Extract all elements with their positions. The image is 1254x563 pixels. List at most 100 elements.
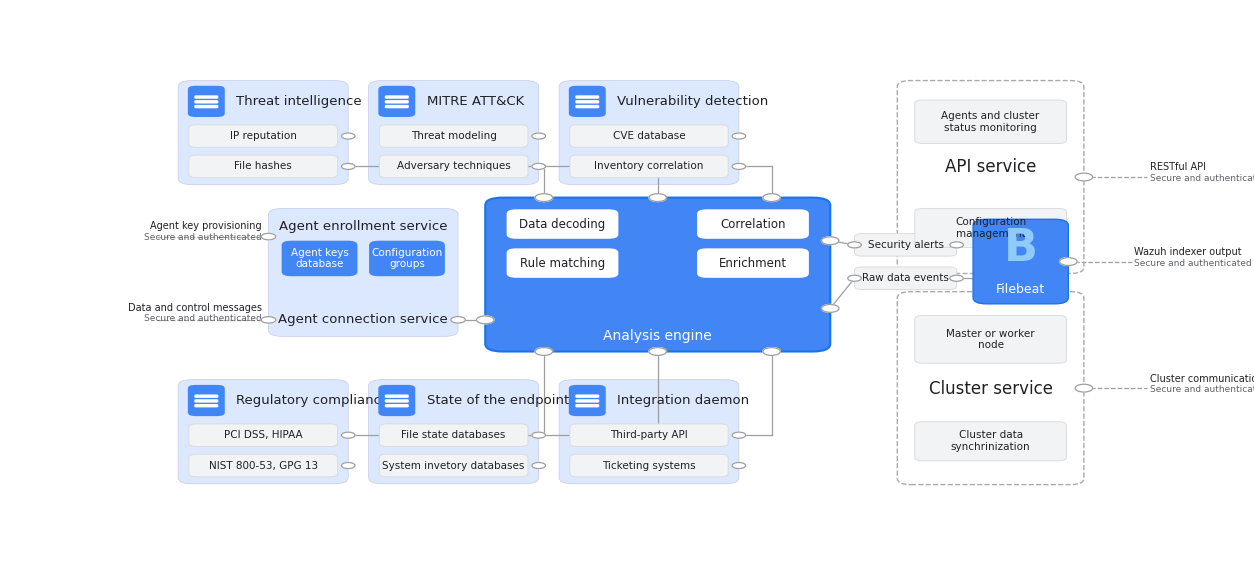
FancyBboxPatch shape <box>915 208 1066 248</box>
FancyBboxPatch shape <box>194 399 218 403</box>
Circle shape <box>341 133 355 139</box>
Circle shape <box>1075 384 1092 392</box>
Text: Secure and authenticated: Secure and authenticated <box>144 234 262 243</box>
Text: Third-party API: Third-party API <box>611 430 688 440</box>
Circle shape <box>949 242 963 248</box>
FancyBboxPatch shape <box>189 155 337 178</box>
Text: CVE database: CVE database <box>613 131 685 141</box>
FancyBboxPatch shape <box>379 424 528 446</box>
Text: MITRE ATT&CK: MITRE ATT&CK <box>426 95 524 108</box>
Text: Cluster communication: Cluster communication <box>1150 374 1254 383</box>
FancyBboxPatch shape <box>576 95 599 99</box>
FancyBboxPatch shape <box>569 86 606 117</box>
FancyBboxPatch shape <box>194 95 218 99</box>
Circle shape <box>650 347 666 355</box>
Circle shape <box>477 316 494 324</box>
Text: Rule matching: Rule matching <box>520 257 606 270</box>
Text: PCI DSS, HIPAA: PCI DSS, HIPAA <box>224 430 302 440</box>
FancyBboxPatch shape <box>576 404 599 408</box>
Circle shape <box>650 194 666 202</box>
FancyBboxPatch shape <box>194 395 218 398</box>
FancyBboxPatch shape <box>973 219 1068 304</box>
FancyBboxPatch shape <box>915 100 1066 144</box>
Text: Correlation: Correlation <box>720 217 786 231</box>
Text: NIST 800-53, GPG 13: NIST 800-53, GPG 13 <box>208 461 317 471</box>
FancyBboxPatch shape <box>379 155 528 178</box>
Text: Inventory correlation: Inventory correlation <box>594 162 703 171</box>
Text: Secure and authenticated: Secure and authenticated <box>1135 259 1253 268</box>
Text: Secure and authenticated: Secure and authenticated <box>1150 175 1254 183</box>
FancyBboxPatch shape <box>194 404 218 408</box>
Circle shape <box>532 133 545 139</box>
Text: Enrichment: Enrichment <box>719 257 788 270</box>
Circle shape <box>762 347 780 355</box>
FancyBboxPatch shape <box>576 105 599 108</box>
FancyBboxPatch shape <box>854 267 957 289</box>
Text: Data and control messages: Data and control messages <box>128 303 262 312</box>
FancyBboxPatch shape <box>178 379 349 484</box>
Circle shape <box>732 462 746 468</box>
Text: System invetory databases: System invetory databases <box>382 461 525 471</box>
Circle shape <box>1060 258 1077 266</box>
FancyBboxPatch shape <box>189 125 337 148</box>
Circle shape <box>1075 173 1092 181</box>
Text: Security alerts: Security alerts <box>868 240 943 250</box>
FancyBboxPatch shape <box>569 155 729 178</box>
FancyBboxPatch shape <box>194 105 218 108</box>
FancyBboxPatch shape <box>559 379 739 484</box>
Text: Configuration
groups: Configuration groups <box>371 248 443 269</box>
Text: Threat intelligence: Threat intelligence <box>237 95 362 108</box>
Circle shape <box>535 194 553 202</box>
Text: Adversary techniques: Adversary techniques <box>396 162 510 171</box>
Circle shape <box>532 432 545 438</box>
Text: Secure and authenticated: Secure and authenticated <box>144 315 262 324</box>
Text: Secure and authenticated: Secure and authenticated <box>1150 386 1254 394</box>
Circle shape <box>341 462 355 468</box>
Text: State of the endpoint: State of the endpoint <box>426 394 569 407</box>
FancyBboxPatch shape <box>697 209 809 239</box>
FancyBboxPatch shape <box>379 454 528 477</box>
Text: IP reputation: IP reputation <box>229 131 297 141</box>
FancyBboxPatch shape <box>569 454 729 477</box>
FancyBboxPatch shape <box>379 86 415 117</box>
Text: Ticketing systems: Ticketing systems <box>602 461 696 471</box>
Text: Agent keys
database: Agent keys database <box>291 248 349 269</box>
Circle shape <box>848 242 861 248</box>
Text: Regulatory compliance: Regulatory compliance <box>237 394 390 407</box>
FancyBboxPatch shape <box>915 422 1066 461</box>
FancyBboxPatch shape <box>385 100 409 104</box>
Circle shape <box>261 233 276 240</box>
Text: Filebeat: Filebeat <box>996 283 1046 297</box>
Circle shape <box>261 316 276 323</box>
FancyBboxPatch shape <box>188 385 224 416</box>
Text: File state databases: File state databases <box>401 430 505 440</box>
FancyBboxPatch shape <box>369 81 539 185</box>
Text: Agents and cluster
status monitoring: Agents and cluster status monitoring <box>942 111 1040 132</box>
FancyBboxPatch shape <box>569 424 729 446</box>
FancyBboxPatch shape <box>569 125 729 148</box>
FancyBboxPatch shape <box>369 240 445 276</box>
FancyBboxPatch shape <box>576 399 599 403</box>
Text: Agent enrollment service: Agent enrollment service <box>280 220 448 233</box>
FancyBboxPatch shape <box>576 395 599 398</box>
Text: Integration daemon: Integration daemon <box>617 394 750 407</box>
Circle shape <box>732 133 746 139</box>
FancyBboxPatch shape <box>379 385 415 416</box>
FancyBboxPatch shape <box>507 248 618 278</box>
Text: Raw data events: Raw data events <box>861 273 949 283</box>
FancyBboxPatch shape <box>697 248 809 278</box>
FancyBboxPatch shape <box>385 404 409 408</box>
FancyBboxPatch shape <box>369 379 539 484</box>
Circle shape <box>949 275 963 282</box>
Text: API service: API service <box>946 158 1036 176</box>
FancyBboxPatch shape <box>385 399 409 403</box>
Circle shape <box>532 462 545 468</box>
FancyBboxPatch shape <box>188 86 224 117</box>
Text: Configuration
management: Configuration management <box>956 217 1026 239</box>
Text: Threat modeling: Threat modeling <box>411 131 497 141</box>
Circle shape <box>732 163 746 169</box>
Text: Agent connection service: Agent connection service <box>278 314 448 327</box>
FancyBboxPatch shape <box>178 81 349 185</box>
Circle shape <box>821 237 839 244</box>
FancyBboxPatch shape <box>189 424 337 446</box>
